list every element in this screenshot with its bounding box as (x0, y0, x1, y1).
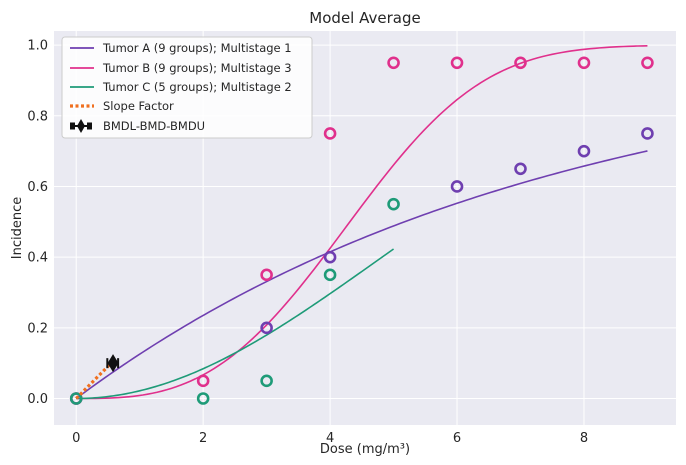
x-tick-label: 6 (453, 431, 461, 446)
legend-label-slope-factor: Slope Factor (103, 99, 174, 113)
data-point-series-3 (196, 392, 210, 405)
legend-swatch-bmdl (70, 122, 75, 130)
data-point-series-3 (387, 197, 400, 211)
y-tick-label: 0.0 (27, 392, 48, 407)
bmd-marker (107, 354, 119, 373)
legend-label-series-1: Tumor A (9 groups); Multistage 1 (102, 41, 292, 55)
series-curve-3 (76, 248, 395, 400)
data-point-series-3 (69, 392, 83, 405)
data-point-series-2 (260, 268, 273, 282)
series-curve-2 (76, 44, 648, 400)
data-point-series-3 (323, 268, 337, 282)
data-point-series-2 (196, 374, 210, 388)
data-point-series-2 (450, 56, 464, 70)
legend-label-series-3: Tumor C (5 groups); Multistage 2 (102, 80, 292, 94)
data-point-series-3 (260, 374, 273, 388)
y-tick-label: 0.8 (27, 109, 48, 124)
data-point-series-1 (260, 321, 273, 335)
data-point-series-1 (641, 127, 654, 140)
legend-label-bmd: BMDL-BMD-BMDU (103, 119, 205, 133)
legend-box (61, 36, 313, 139)
y-tick-label: 0.4 (27, 251, 48, 266)
data-point-series-2 (323, 127, 337, 140)
x-tick-label: 0 (72, 431, 80, 446)
data-point-series-2 (641, 56, 654, 70)
chart-title: Model Average (309, 9, 420, 27)
x-tick-label: 2 (199, 431, 207, 446)
legend-swatch-bmdu (87, 122, 92, 130)
y-tick-label: 1.0 (27, 39, 48, 54)
x-axis-label: Dose (mg/m³) (320, 442, 410, 457)
data-point-series-1 (577, 144, 591, 158)
data-point-series-1 (514, 162, 527, 176)
grid (54, 31, 676, 425)
legend-swatch-bmd-marker (77, 119, 85, 133)
series-layer (69, 44, 654, 405)
legend-label-series-2: Tumor B (9 groups); Multistage 3 (102, 61, 292, 75)
x-tick-label: 8 (580, 431, 588, 446)
x-tick-label: 4 (326, 431, 334, 446)
data-point-series-1 (450, 180, 464, 193)
y-tick-label: 0.6 (27, 180, 48, 195)
data-point-series-1 (323, 250, 337, 264)
data-point-series-2 (387, 56, 400, 70)
slope-factor-line (75, 362, 113, 400)
data-point-series-2 (514, 56, 527, 70)
series-curve-1 (75, 150, 648, 400)
y-axis-label: Incidence (10, 197, 25, 259)
legend: Tumor A (9 groups); Multistage 1 Tumor B … (61, 36, 313, 139)
data-point-series-2 (577, 56, 591, 70)
ticks: 0 2 4 6 8 0.0 0.2 0.4 0.6 0.8 1.0 (27, 39, 588, 446)
y-tick-label: 0.2 (27, 321, 48, 336)
